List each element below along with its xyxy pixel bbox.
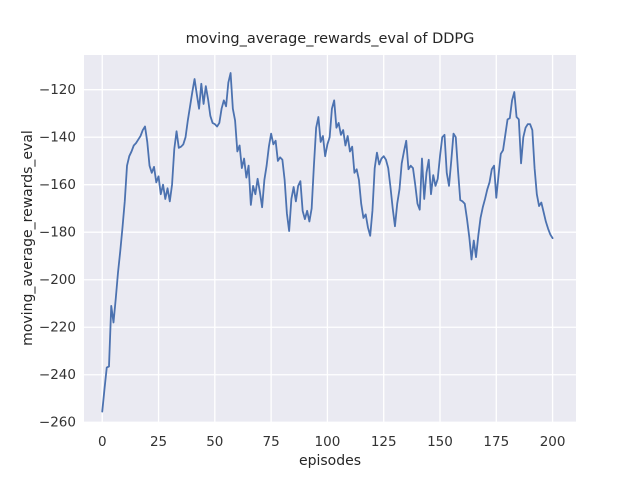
x-tick-label: 200 <box>540 434 566 450</box>
x-tick-label: 100 <box>315 434 341 450</box>
reward-line-series <box>101 72 554 413</box>
y-tick-label: −200 <box>39 272 76 288</box>
y-tick-label: −260 <box>39 415 76 431</box>
y-tick-label: −180 <box>39 225 76 241</box>
x-tick-label: 150 <box>427 434 453 450</box>
y-axis-label: moving_average_rewards_eval <box>20 130 36 346</box>
x-tick-label: 25 <box>150 434 167 450</box>
x-tick-label: 125 <box>371 434 397 450</box>
x-tick-label: 50 <box>206 434 223 450</box>
chart-title: moving_average_rewards_eval of DDPG <box>185 31 475 47</box>
y-tick-label: −160 <box>39 177 76 193</box>
y-tick-label: −240 <box>39 367 76 383</box>
x-tick-label: 75 <box>263 434 280 450</box>
plot-background <box>84 55 576 422</box>
x-tick-label: 0 <box>98 434 107 450</box>
y-tick-label: −120 <box>39 82 76 98</box>
y-tick-label: −220 <box>39 320 76 336</box>
y-tick-label: −140 <box>39 130 76 146</box>
x-axis-label: episodes <box>298 453 362 469</box>
x-tick-label: 175 <box>483 434 509 450</box>
